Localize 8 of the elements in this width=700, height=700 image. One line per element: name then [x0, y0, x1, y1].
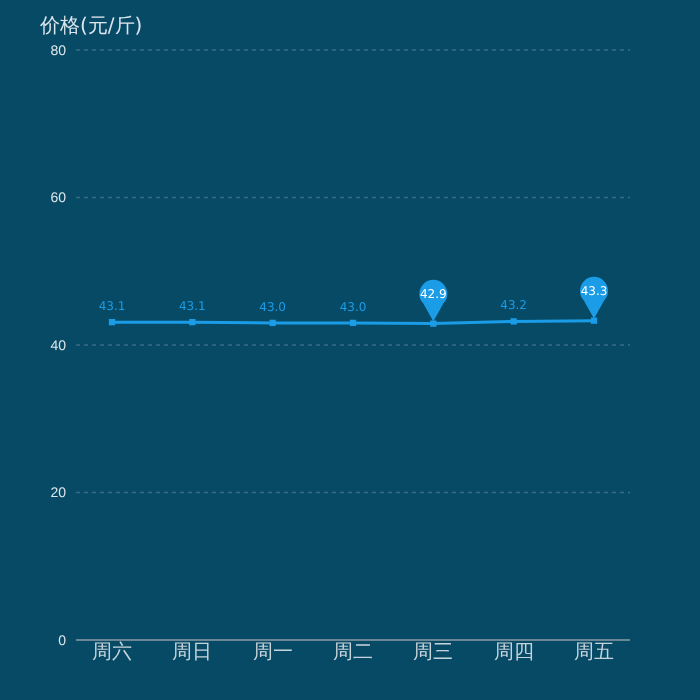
x-tick-label: 周三 — [413, 642, 454, 664]
x-tick-label: 周四 — [493, 642, 534, 664]
x-tick-label: 周日 — [172, 642, 213, 664]
x-tick-label: 周五 — [574, 642, 614, 664]
x-tick-label: 周二 — [333, 642, 373, 664]
x-tick-label: 周六 — [92, 640, 132, 664]
x-tick-label: 周一 — [252, 642, 293, 664]
y-axis-title: 价格(元/斤) — [38, 14, 143, 38]
